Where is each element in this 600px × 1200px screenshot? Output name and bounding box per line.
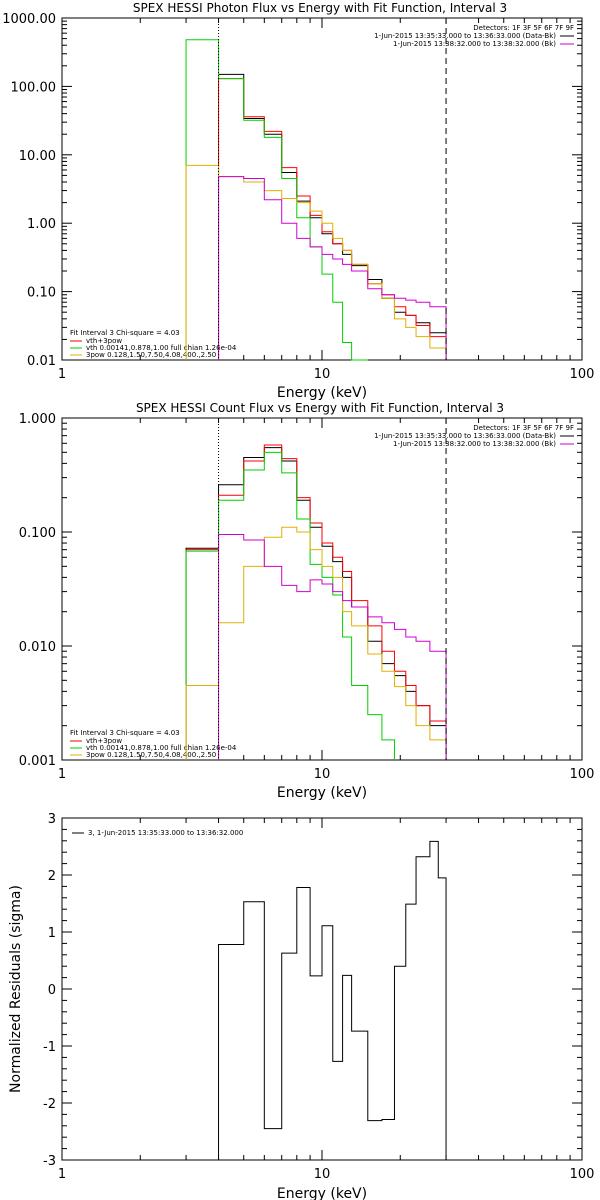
count-x-tick-label: 10 <box>314 767 331 782</box>
count-series-vth <box>185 451 395 760</box>
count-panel-title: SPEX HESSI Count Flux vs Energy with Fit… <box>136 401 504 415</box>
count-legend-line-1: 1-Jun-2015 13:35:33.000 to 13:36:33.000 … <box>374 432 556 440</box>
photon-x-tick-label: 1 <box>58 367 66 382</box>
count-y-tick-label: 0.100 <box>19 526 56 541</box>
residuals-series-residual <box>218 840 447 1160</box>
photon-series-vth-3pow <box>218 78 447 360</box>
photon-legend-line-1: 1-Jun-2015 13:35:33.000 to 13:36:33.000 … <box>374 32 556 40</box>
photon-y-tick-label: 100.00 <box>11 80 57 95</box>
residuals-legend-text: 3, 1-Jun-2015 13:35:33.000 to 13:36:32.0… <box>88 829 243 837</box>
residuals-y-tick-label: -1 <box>43 1040 56 1055</box>
count-x-tick-label: 100 <box>570 767 595 782</box>
residuals-y-tick-label: -3 <box>43 1154 56 1169</box>
residuals-y-tick-label: -2 <box>43 1097 56 1112</box>
count-plot-frame <box>61 417 583 761</box>
photon-series-bk <box>218 176 447 360</box>
count-legend-line-2: 1-Jun-2015 13:38:32.000 to 13:38:32.000 … <box>393 440 556 448</box>
count-x-tick-label: 1 <box>58 767 66 782</box>
count-series-data-bk <box>185 447 447 760</box>
count-fit-legend-2: vth 0.00141,0.878,1.00 full chian 1.26e-… <box>86 744 237 752</box>
residuals-x-tick-label: 1 <box>58 1167 66 1182</box>
photon-fit-legend-title: Fit Interval 3 Chi-square = 4.03 <box>70 329 180 337</box>
photon-x-tick-label: 10 <box>314 367 331 382</box>
photon-fit-legend-3: 3pow 0.128,1.50,7.50,4.08,400.,2.50 <box>86 351 216 359</box>
residuals-y-axis-label: Normalized Residuals (sigma) <box>8 885 24 1093</box>
count-x-axis-label: Energy (keV) <box>277 785 367 801</box>
photon-y-tick-label: 0.01 <box>27 354 56 369</box>
count-series-bk <box>218 534 447 760</box>
residuals-x-tick-label: 100 <box>570 1167 595 1182</box>
photon-detectors-label: Detectors: 1F 3F 5F 6F 7F 9F <box>473 24 574 32</box>
count-detectors-label: Detectors: 1F 3F 5F 6F 7F 9F <box>473 424 574 432</box>
photon-y-tick-label: 1000.00 <box>2 12 56 27</box>
residuals-x-axis-label: Energy (keV) <box>277 1186 367 1200</box>
residuals-panel: Energy (keV) Normalized Residuals (sigma… <box>8 817 583 1200</box>
photon-plot-frame <box>61 17 583 361</box>
photon-fit-legend-1: vth+3pow <box>86 337 122 345</box>
residuals-plot-frame <box>61 817 583 1161</box>
photon-x-axis-label: Energy (keV) <box>277 385 367 401</box>
count-y-tick-label: 1.000 <box>19 412 56 427</box>
photon-y-tick-label: 10.00 <box>19 149 56 164</box>
residuals-y-tick-label: 3 <box>48 812 56 827</box>
count-series-vth-3pow <box>185 444 447 760</box>
count-fit-legend-3: 3pow 0.128,1.50,7.50,4.08,400.,2.50 <box>86 751 216 759</box>
residuals-y-tick-label: 0 <box>48 983 56 998</box>
photon-flux-panel: SPEX HESSI Photon Flux vs Energy with Fi… <box>61 1 583 401</box>
photon-series-vth <box>185 39 368 361</box>
photon-x-tick-label: 100 <box>570 367 595 382</box>
count-series-3pow <box>185 526 447 760</box>
photon-series-3pow <box>185 164 447 360</box>
count-flux-panel: SPEX HESSI Count Flux vs Energy with Fit… <box>61 401 583 801</box>
photon-y-tick-label: 1.00 <box>27 217 56 232</box>
residuals-y-tick-label: 2 <box>48 869 56 884</box>
count-fit-legend-1: vth+3pow <box>86 737 122 745</box>
photon-legend-line-2: 1-Jun-2015 13:38:32.000 to 13:38:32.000 … <box>393 40 556 48</box>
count-fit-legend-title: Fit Interval 3 Chi-square = 4.03 <box>70 729 180 737</box>
residuals-x-tick-label: 10 <box>314 1167 331 1182</box>
photon-fit-legend-2: vth 0.00141,0.878,1.00 full chian 1.26e-… <box>86 344 237 352</box>
photon-y-tick-label: 0.10 <box>27 286 56 301</box>
residuals-y-tick-label: 1 <box>48 926 56 941</box>
photon-panel-title: SPEX HESSI Photon Flux vs Energy with Fi… <box>133 1 507 15</box>
count-y-tick-label: 0.010 <box>19 640 56 655</box>
count-y-tick-label: 0.001 <box>19 754 56 769</box>
